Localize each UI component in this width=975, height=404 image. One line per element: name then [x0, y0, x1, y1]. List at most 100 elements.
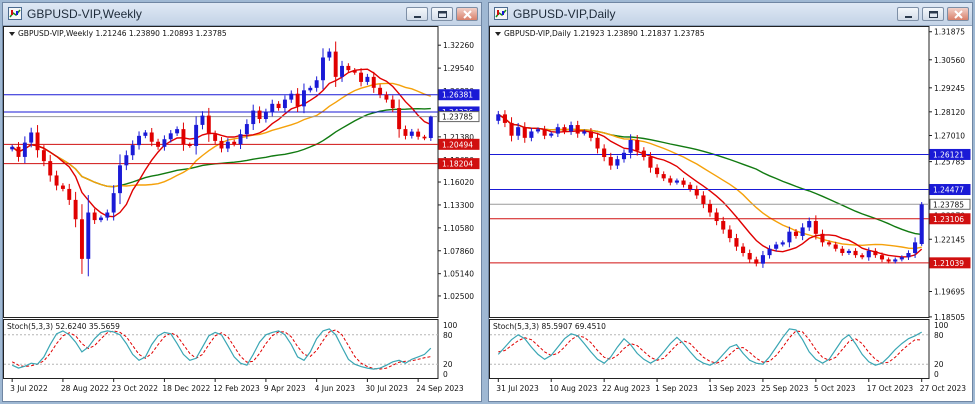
stoch-panel-frame: [3, 319, 439, 379]
y-tick-label: 1.07860: [443, 247, 474, 256]
candle-body: [793, 231, 799, 236]
candle-body: [496, 114, 501, 121]
candle-body: [913, 242, 918, 254]
candle-body: [886, 259, 891, 262]
candle-body: [701, 195, 706, 204]
ma-fast-line: [497, 113, 923, 258]
candle-body: [314, 80, 319, 88]
maximize-button[interactable]: [922, 7, 944, 21]
close-button[interactable]: [456, 7, 478, 21]
candle-body: [502, 114, 507, 123]
candle-body: [73, 199, 78, 220]
candle-body: [48, 161, 53, 176]
candle-body: [899, 257, 904, 260]
x-tick-label: 22 Aug 2023: [602, 384, 650, 393]
candle-body: [111, 193, 116, 213]
price-tag: [438, 111, 480, 123]
candle-body: [143, 132, 148, 136]
candle-body: [92, 212, 97, 221]
price-tag-label: 1.26121: [933, 150, 964, 159]
candle-body: [390, 99, 395, 109]
main-plot-frame: [3, 26, 439, 318]
price-tag: [929, 213, 971, 225]
candle-body: [727, 229, 732, 239]
candle-body: [378, 87, 383, 95]
y-tick-label: 1.19695: [934, 288, 965, 297]
candle-body: [774, 244, 779, 249]
y-tick-label: 1.18505: [934, 313, 965, 322]
candle-body: [79, 219, 84, 259]
candle-body: [588, 131, 593, 138]
price-tag: [929, 257, 971, 269]
candle-body: [124, 155, 129, 166]
candle-body: [149, 132, 154, 142]
dropdown-triangle-icon: [495, 32, 501, 36]
candle-body: [648, 157, 653, 168]
candle-body: [688, 184, 693, 190]
candle-body: [175, 129, 180, 134]
candle-body: [16, 146, 21, 157]
daily-title-bar[interactable]: GBPUSD-VIP,Daily: [489, 3, 972, 26]
price-tag: [438, 158, 480, 170]
candle-body: [734, 238, 739, 247]
candle-body: [741, 246, 746, 254]
candle-body: [860, 255, 865, 258]
y-tick-label: 1.29540: [443, 64, 474, 73]
close-icon: [954, 10, 963, 19]
minimize-button[interactable]: [897, 7, 919, 21]
maximize-icon: [438, 11, 447, 18]
candle-body: [41, 150, 46, 162]
maximize-button[interactable]: [431, 7, 453, 21]
x-tick-label: 24 Sep 2023: [416, 384, 464, 393]
daily-window-title: GBPUSD-VIP,Daily: [513, 7, 616, 21]
candle-body: [893, 259, 898, 262]
weekly-price-chart[interactable]: 1.322601.295401.268201.241001.213801.186…: [3, 26, 481, 402]
candle-body: [416, 131, 421, 137]
candle-body: [820, 233, 825, 243]
candle-body: [780, 242, 785, 245]
candle-body: [582, 131, 587, 134]
price-tag-label: 1.26381: [442, 91, 473, 100]
candle-body: [615, 159, 620, 166]
candle-body: [200, 115, 205, 125]
price-tag-label: 1.23106: [933, 215, 964, 224]
candle-body: [168, 133, 173, 140]
candle-body: [10, 146, 15, 150]
candle-body: [238, 134, 243, 145]
candle-body: [118, 165, 122, 194]
x-tick-label: 31 Jul 2023: [496, 384, 539, 393]
daily-chart-window[interactable]: GBPUSD-VIP,Daily 1.31875 1.30560 1.29245 1.…: [488, 2, 973, 402]
candle-body: [747, 253, 752, 260]
close-button[interactable]: [947, 7, 969, 21]
ma-mid-line: [497, 113, 922, 250]
candle-body: [827, 242, 832, 245]
weekly-chart-window[interactable]: GBPUSD-VIP,Weekly 1.322601.295401.268201…: [2, 2, 482, 402]
candle-body: [333, 51, 338, 77]
candle-body: [714, 212, 719, 222]
minimize-button[interactable]: [406, 7, 428, 21]
candle-body: [866, 250, 871, 258]
x-tick-label: 1 Sep 2023: [655, 384, 698, 393]
stoch-signal-line: [11, 329, 431, 370]
price-tag: [929, 184, 971, 196]
candle-body: [621, 152, 627, 160]
candle-body: [800, 227, 805, 236]
dropdown-triangle-icon: [9, 32, 15, 36]
daily-price-chart[interactable]: 1.31875 1.30560 1.29245 1.28120 1.27010 1.257…: [489, 26, 972, 402]
x-tick-label: 3 Jul 2022: [10, 384, 48, 393]
candle-body: [308, 87, 313, 91]
symbol-ohlc-legend: GBPUSD-VIP,Daily 1.21923 1.23890 1.21837…: [504, 29, 705, 38]
candle-body: [295, 93, 300, 107]
candle-body: [29, 132, 34, 143]
candle-body: [674, 180, 679, 183]
minimize-icon: [414, 16, 421, 18]
x-tick-label: 25 Sep 2023: [761, 384, 809, 393]
stoch-level-label: 20: [934, 360, 944, 369]
weekly-title-bar[interactable]: GBPUSD-VIP,Weekly: [3, 3, 481, 26]
candle-body: [213, 134, 218, 141]
candle-body: [422, 136, 427, 139]
candle-body: [807, 221, 812, 228]
y-tick-label: 1.29245: [934, 84, 965, 93]
candle-body: [67, 188, 72, 200]
x-tick-label: 12 Feb 2023: [213, 384, 260, 393]
